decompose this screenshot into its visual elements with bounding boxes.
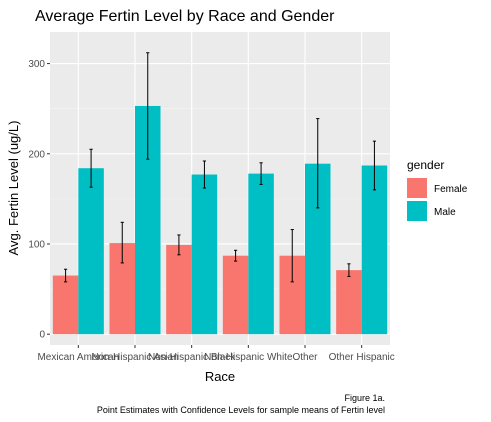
- bar-female-5: [336, 270, 362, 335]
- bar-male-0: [78, 168, 104, 335]
- legend-label-male: Male: [434, 207, 456, 218]
- error-bars: [63, 52, 377, 283]
- x-tick-label: Non-Hispanic Black: [148, 352, 236, 363]
- bar-male-5: [361, 165, 388, 335]
- legend-key-male: [407, 201, 427, 221]
- bars: [52, 105, 388, 335]
- y-tick-label: 300: [28, 59, 45, 70]
- caption-line-2: Point Estimates with Confidence Levels f…: [97, 405, 385, 415]
- errorbar-female-2: [177, 234, 181, 256]
- legend: gender Female Male: [407, 158, 468, 221]
- errorbar-female-0: [63, 268, 68, 283]
- errorbar-female-4: [290, 229, 294, 283]
- y-tick-label: 0: [39, 330, 45, 341]
- caption-line-1: Figure 1a.: [344, 393, 385, 403]
- bar-male-3: [248, 173, 274, 335]
- legend-title: gender: [407, 158, 444, 172]
- chart-title: Average Fertin Level by Race and Gender: [35, 8, 335, 25]
- plot-panel: [50, 32, 390, 345]
- y-tick-label: 200: [28, 149, 45, 160]
- y-axis-title: Avg. Fertin Level (ug/L): [6, 121, 21, 256]
- legend-key-female: [407, 178, 427, 198]
- y-axis: 0 100 200 300: [28, 59, 50, 341]
- errorbar-male-0: [89, 148, 93, 188]
- x-tick-label: Other Hispanic: [329, 352, 395, 363]
- bar-male-2: [191, 174, 218, 335]
- errorbar-male-3: [259, 162, 263, 185]
- x-tick-label: Non-Hispanic Asian: [91, 352, 178, 363]
- legend-label-female: Female: [434, 184, 468, 195]
- bar-female-2: [166, 244, 192, 335]
- x-tick-label: Non-Hispanic White: [204, 352, 293, 363]
- errorbar-female-5: [347, 263, 351, 277]
- errorbar-female-3: [233, 249, 238, 262]
- x-tick-label: Mexican American: [37, 352, 119, 363]
- x-tick-label: Other: [292, 352, 318, 363]
- errorbar-male-2: [202, 160, 207, 189]
- bar-female-3: [222, 255, 249, 335]
- errorbar-female-1: [120, 221, 124, 264]
- errorbar-male-4: [316, 118, 320, 209]
- bar-female-0: [52, 275, 79, 335]
- errorbar-male-1: [146, 52, 150, 160]
- errorbar-male-5: [372, 140, 377, 191]
- y-tick-label: 100: [28, 239, 45, 250]
- x-axis-title: Race: [205, 369, 235, 384]
